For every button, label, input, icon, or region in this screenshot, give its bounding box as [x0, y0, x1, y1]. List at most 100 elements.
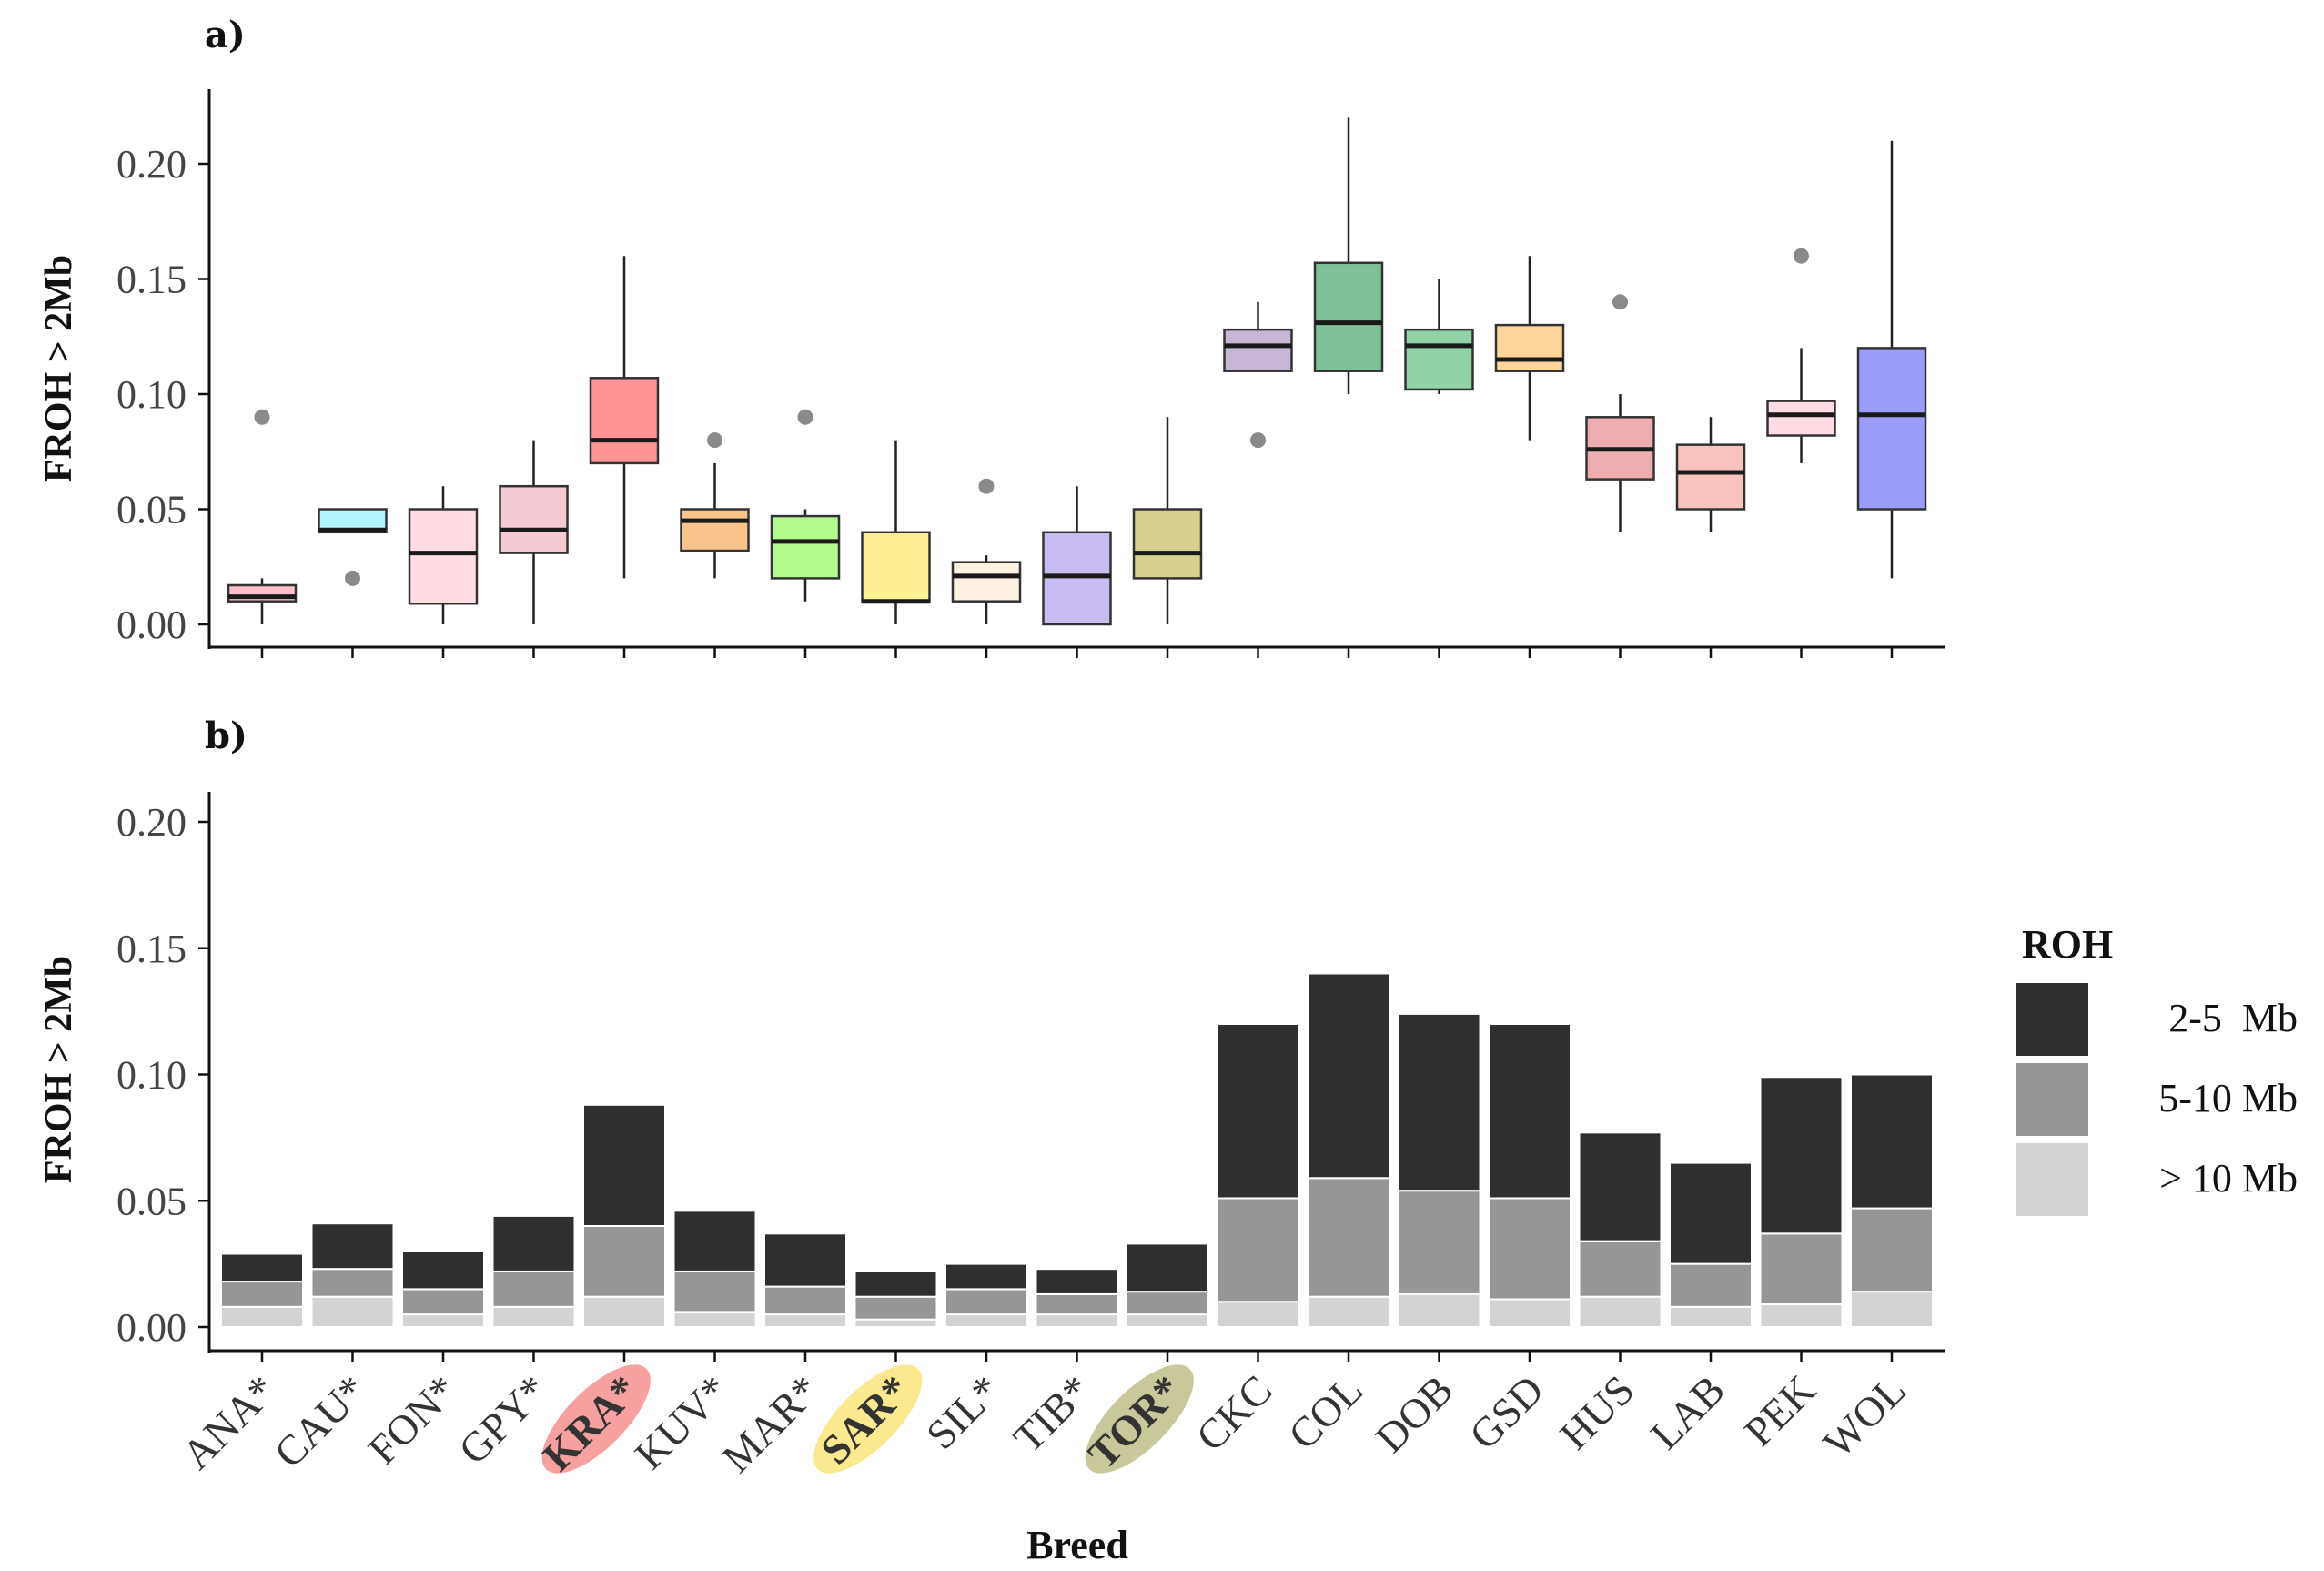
category-highlight: [813, 1364, 923, 1474]
bar-segment: [1759, 1303, 1844, 1329]
panel-a-y-tick-label: 0.20: [116, 142, 187, 187]
category-label-text: GSD: [1460, 1366, 1552, 1458]
bar-segment: [310, 1268, 395, 1298]
bar-segment: [945, 1262, 1028, 1291]
bar-segment: [1035, 1292, 1119, 1316]
bar-segment: [401, 1288, 485, 1316]
box-iqr: [1042, 531, 1112, 626]
bar-segment: [491, 1305, 576, 1329]
category-label-cau: CAU*: [266, 1366, 376, 1476]
category-label-ana: ANA*: [173, 1366, 285, 1478]
box-outlier: [797, 409, 813, 425]
box-wol: [1856, 140, 1927, 579]
category-label-text: HUS: [1551, 1366, 1642, 1458]
category-label-pek: PEK: [1735, 1366, 1824, 1455]
box-iqr: [408, 508, 479, 605]
bar-hus: [1578, 1131, 1662, 1328]
bar-col: [1307, 972, 1390, 1328]
panel-a-y-tick-label: 0.05: [116, 488, 187, 532]
category-label-text: FON*: [359, 1366, 466, 1473]
category-label-tor: TOR*: [1079, 1364, 1194, 1477]
bar-segment: [1035, 1313, 1119, 1328]
bar-segment: [1578, 1295, 1662, 1328]
panel-b-y-ticks: 0.00 0.05 0.10 0.15 0.20: [116, 800, 209, 1350]
box-fon: [408, 486, 479, 624]
bar-segment: [582, 1295, 666, 1328]
bar-segment: [1488, 1023, 1571, 1200]
category-label-text: DOB: [1367, 1366, 1462, 1462]
legend-label: > 10 Mb: [2159, 1156, 2298, 1201]
bar-segment: [1216, 1023, 1300, 1200]
box-gsd: [1494, 256, 1565, 441]
bar-segment: [401, 1313, 485, 1328]
box-iqr: [1404, 328, 1474, 391]
category-label-kra: KRA*: [533, 1364, 651, 1480]
bar-segment: [1669, 1305, 1753, 1329]
category-label-text: COL: [1279, 1366, 1371, 1458]
bar-sil: [945, 1262, 1028, 1328]
panel-b-y-tick-label: 0.05: [116, 1179, 187, 1223]
bar-segment: [763, 1232, 847, 1288]
box-pek: [1766, 248, 1836, 463]
bar-ana: [220, 1252, 304, 1329]
panel-b-x-axis-title: Breed: [1026, 1523, 1128, 1567]
panel-b-label: b): [205, 715, 248, 757]
bar-wol: [1850, 1073, 1934, 1329]
bar-segment: [854, 1318, 938, 1329]
box-iqr: [1132, 508, 1203, 580]
box-outlier: [1794, 248, 1809, 264]
bar-segment: [763, 1313, 847, 1328]
category-label-text: PEK: [1735, 1366, 1824, 1455]
category-label-hus: HUS: [1551, 1366, 1642, 1458]
box-iqr: [1313, 261, 1384, 372]
bar-segment: [220, 1252, 304, 1283]
panel-a-y-tick-label: 0.15: [116, 258, 187, 302]
box-outlier: [1250, 432, 1266, 449]
bar-segment: [672, 1270, 757, 1313]
category-label-text: MAR*: [713, 1366, 828, 1481]
category-label-gsd: GSD: [1460, 1366, 1552, 1458]
panel-a-y-ticks: 0.00 0.05 0.10 0.15 0.20: [116, 142, 209, 647]
category-label-ckc: CKC: [1187, 1366, 1281, 1460]
category-highlight: [1085, 1364, 1194, 1474]
box-mar: [770, 409, 841, 602]
bar-lab: [1669, 1161, 1753, 1329]
box-tib: [1042, 486, 1112, 626]
box-iqr: [1856, 347, 1927, 511]
box-iqr: [1223, 328, 1293, 372]
box-outlier: [1612, 294, 1628, 310]
bar-kuv: [672, 1210, 757, 1328]
bar-segment: [1850, 1291, 1934, 1329]
bar-segment: [1126, 1313, 1209, 1328]
box-cau: [318, 508, 388, 586]
bar-segment: [1216, 1197, 1300, 1303]
bar-segment: [220, 1281, 304, 1308]
category-label-text: WOL: [1814, 1366, 1915, 1466]
box-iqr: [1766, 400, 1836, 437]
bar-segment: [672, 1311, 757, 1328]
bar-segment: [945, 1313, 1028, 1328]
bar-segment: [310, 1222, 395, 1271]
category-label-text: SIL*: [917, 1366, 1009, 1458]
bar-segment: [1759, 1076, 1844, 1235]
bar-tib: [1035, 1268, 1119, 1328]
bar-segment: [1035, 1268, 1119, 1295]
category-highlight: [541, 1364, 651, 1474]
bar-segment: [672, 1210, 757, 1272]
category-label-sar: SAR*: [812, 1364, 923, 1474]
box-hus: [1585, 294, 1655, 532]
bar-segment: [1759, 1232, 1844, 1306]
box-ana: [227, 409, 298, 624]
panel-b-bars: [220, 972, 1934, 1329]
bar-segment: [1397, 1292, 1481, 1329]
bar-segment: [1216, 1301, 1300, 1328]
box-outlier: [345, 570, 360, 586]
box-sar: [861, 440, 931, 624]
panel-b-y-tick-label: 0.20: [116, 800, 187, 845]
box-iqr: [499, 484, 569, 554]
category-label-text: ANA*: [173, 1366, 285, 1478]
bar-segment: [1397, 1190, 1481, 1295]
category-label-text: GPY*: [450, 1366, 556, 1473]
bar-ckc: [1216, 1023, 1300, 1328]
